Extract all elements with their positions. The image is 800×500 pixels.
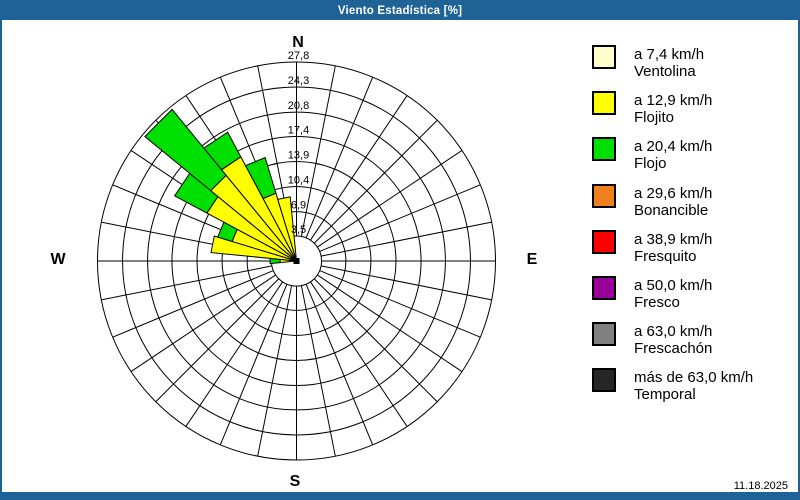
legend-item-temporal: más de 63,0 km/h Temporal xyxy=(592,368,753,403)
legend-speed-label: a 12,9 km/h xyxy=(634,92,713,110)
legend-color-swatch xyxy=(592,137,616,162)
polar-grid xyxy=(97,61,496,461)
radial-tick-label: 10,4 xyxy=(288,175,309,187)
legend-name-label: Flojo xyxy=(634,155,667,173)
radial-tick-label: 13,9 xyxy=(288,150,309,162)
legend-speed-label: a 63,0 km/h xyxy=(634,323,713,341)
legend-item-text: a 63,0 km/h Frescachón xyxy=(634,322,712,357)
legend-name-label: Fresquito xyxy=(634,247,697,265)
legend-color-swatch xyxy=(592,91,616,116)
radial-axis-labels: 3,5 6,9 10,4 13,9 17,4 20,8 24,3 27,8 xyxy=(288,50,309,236)
petal-segment-337.5-flojo xyxy=(244,156,277,200)
legend-color-swatch xyxy=(592,368,616,393)
radial-tick-label: 27,8 xyxy=(288,50,309,62)
legend-color-swatch xyxy=(592,276,616,300)
legend-item-text: a 20,4 km/h Flojo xyxy=(634,137,712,172)
rose-center-dot xyxy=(293,258,300,264)
legend-name-label: Ventolina xyxy=(634,63,696,80)
compass-label-north: N xyxy=(292,34,304,51)
legend-item-text: a 12,9 km/h Flojito xyxy=(634,91,712,126)
radial-tick-label: 20,8 xyxy=(288,100,309,112)
legend-speed-label: más de 63,0 km/h xyxy=(634,369,754,387)
petal-segment-326.25-flojo xyxy=(203,131,242,171)
legend-item-text: más de 63,0 km/h Temporal xyxy=(634,368,753,403)
legend-item-flojito: a 12,9 km/h Flojito xyxy=(592,91,712,126)
legend-name-label: Bonancible xyxy=(634,201,709,219)
legend-color-swatch xyxy=(592,229,616,254)
legend-item-text: a 29,6 km/h Bonancible xyxy=(634,184,712,219)
legend-item-ventolina: a 7,4 km/h Ventolina xyxy=(592,45,704,80)
legend-item-frescachon: a 63,0 km/h Frescachón xyxy=(592,322,712,357)
legend-name-label: Flojito xyxy=(634,109,675,127)
legend-speed-label: a 38,9 km/h xyxy=(634,230,713,248)
legend-color-swatch xyxy=(592,183,616,208)
legend-color-swatch xyxy=(592,45,616,69)
legend-item-text: a 38,9 km/h Fresquito xyxy=(634,230,712,265)
legend-name-label: Fresco xyxy=(634,294,680,311)
legend-item-text: a 50,0 km/h Fresco xyxy=(634,276,712,311)
legend-item-fresco: a 50,0 km/h Fresco xyxy=(592,276,712,311)
legend-color-swatch xyxy=(592,322,616,347)
window-title: Viento Estadística [%] xyxy=(337,5,463,17)
window-titlebar[interactable]: Viento Estadística [%] xyxy=(2,2,798,20)
radial-tick-label: 6,9 xyxy=(291,200,306,212)
legend-name-label: Frescachón xyxy=(634,340,713,358)
legend-item-flojo: a 20,4 km/h Flojo xyxy=(592,137,712,172)
legend-speed-label: a 29,6 km/h xyxy=(634,184,713,202)
compass-label-west: W xyxy=(50,251,66,268)
radial-tick-label: 3,5 xyxy=(291,224,306,236)
legend-item-bonancible: a 29,6 km/h Bonancible xyxy=(592,183,712,219)
legend-speed-label: a 7,4 km/h xyxy=(634,46,705,63)
legend-name-label: Temporal xyxy=(634,386,696,404)
legend-item-text: a 7,4 km/h Ventolina xyxy=(634,45,704,80)
petal-segment-348.75-flojito xyxy=(277,196,297,262)
wind-petals xyxy=(144,108,297,265)
legend-item-fresquito: a 38,9 km/h Fresquito xyxy=(592,229,712,265)
date-stamp: 11.18.2025 xyxy=(733,480,788,492)
legend-speed-label: a 50,0 km/h xyxy=(634,277,713,294)
radial-tick-label: 24,3 xyxy=(288,75,309,87)
petal-segment-315-flojo xyxy=(144,108,227,192)
window-bottom-border xyxy=(2,492,798,498)
compass-label-south: S xyxy=(289,473,301,490)
radial-tick-label: 17,4 xyxy=(288,124,309,136)
compass-label-east: E xyxy=(526,251,538,268)
legend-speed-label: a 20,4 km/h xyxy=(634,138,713,156)
